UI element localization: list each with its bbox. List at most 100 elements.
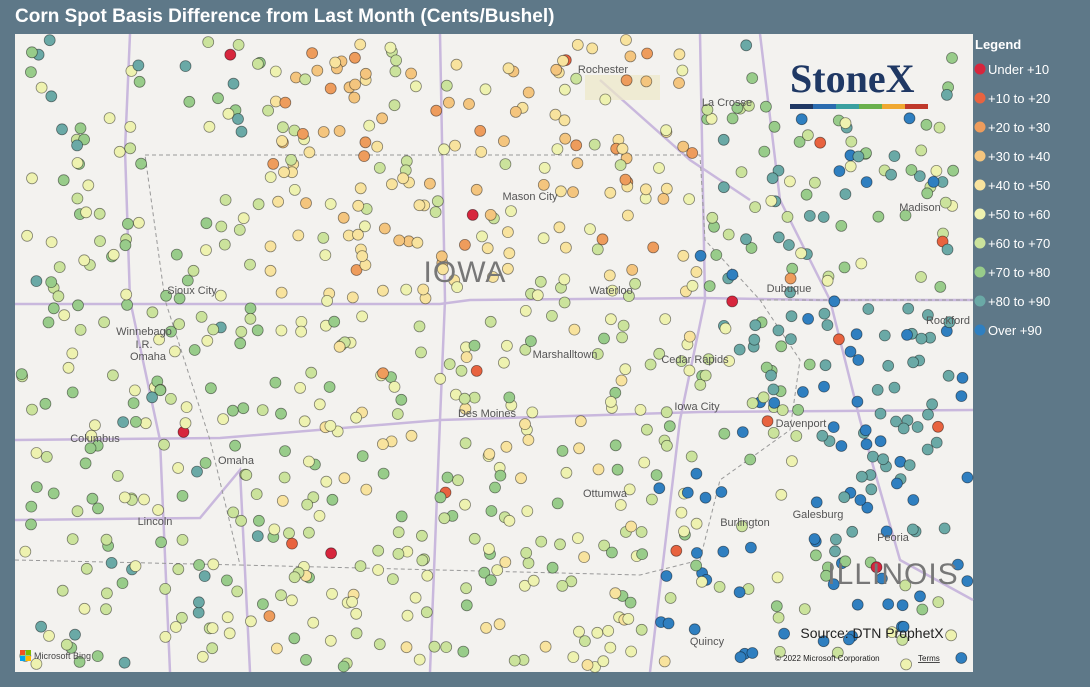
map-dot [701, 103, 714, 116]
map-dot [176, 534, 189, 546]
map-dot [810, 496, 823, 509]
map-dot [499, 556, 512, 568]
map-dot [301, 498, 314, 511]
map-dot [574, 415, 587, 428]
map-dot [486, 271, 499, 283]
map-dot [235, 514, 248, 527]
map-dot [559, 132, 572, 145]
map-dot [263, 610, 276, 622]
map-dot [350, 264, 363, 276]
map-dot [874, 435, 887, 448]
map-dot [503, 514, 516, 527]
map-dot [851, 598, 864, 611]
map-dot [571, 39, 584, 51]
city-label: Rockford [926, 315, 970, 327]
map-dot [43, 630, 55, 642]
map-dot [862, 303, 875, 315]
terms-link[interactable]: Terms [918, 654, 940, 663]
map-dot [653, 482, 666, 495]
map-dot [279, 445, 291, 458]
map-dot [776, 404, 789, 417]
map-dot [43, 34, 56, 47]
map-dot [778, 627, 790, 640]
map-dot [591, 243, 604, 256]
map-dot [423, 177, 436, 190]
map-dot [521, 505, 534, 518]
map-dot [686, 147, 699, 159]
map-dot [619, 363, 632, 376]
map-dot [252, 514, 265, 527]
map-dot [300, 197, 312, 210]
map-dot [605, 395, 617, 408]
map-dot [133, 75, 146, 88]
map-dot [288, 571, 301, 584]
map-dot [35, 81, 48, 94]
map-dot [558, 296, 571, 309]
map-dot [204, 382, 217, 395]
map-dot [525, 335, 537, 348]
map-dot [207, 323, 220, 336]
map-dot [159, 631, 172, 643]
map-dot [568, 323, 581, 336]
bing-logo [20, 650, 31, 661]
map-dot [42, 316, 55, 329]
map-dot [480, 622, 493, 634]
map-dot [663, 420, 676, 433]
map-dot [285, 153, 298, 166]
map-dot [100, 603, 112, 616]
map-dot [845, 135, 858, 148]
map-dot [146, 306, 159, 319]
map-dot [300, 654, 312, 666]
map-dot [30, 275, 43, 288]
map-dot [119, 239, 132, 252]
legend-label: +60 to +70 [988, 236, 1050, 251]
map-dot [71, 192, 84, 205]
city-label: Madison [899, 202, 941, 214]
map-dot [604, 186, 617, 199]
map-dot [405, 429, 418, 442]
map-dot [736, 426, 749, 439]
map-dot [635, 526, 648, 538]
map-dot [47, 302, 60, 315]
map-dot [573, 625, 585, 638]
map-dot [244, 312, 257, 325]
map-dot [224, 48, 237, 61]
map-dot [192, 606, 205, 619]
map-dot [393, 234, 406, 247]
map-dot [660, 124, 672, 137]
map-dot [838, 261, 851, 274]
map-dot [578, 551, 590, 563]
map-dot [360, 483, 373, 496]
legend-swatch [974, 63, 986, 75]
map-dot [722, 228, 735, 241]
map-dot [913, 170, 926, 183]
map-dot [371, 140, 384, 153]
map-dot [772, 324, 785, 337]
map-dot [452, 474, 464, 487]
map-dot [313, 398, 326, 411]
map-dot [84, 442, 97, 455]
legend-label: +20 to +30 [988, 120, 1050, 135]
map-dot [107, 248, 120, 261]
map-dot [373, 638, 386, 651]
map-dot [622, 209, 634, 222]
map-dot [288, 632, 301, 645]
map-dot [372, 544, 385, 557]
map-dot [690, 559, 702, 572]
map-dot [749, 201, 761, 214]
map-dot [25, 46, 38, 59]
map-dot [792, 403, 804, 416]
map-dot [129, 560, 142, 572]
map-dot [784, 272, 797, 285]
map-dot [113, 145, 126, 158]
map-dot [915, 332, 928, 345]
city-label: Peoria [877, 532, 910, 544]
map-dot [237, 212, 250, 225]
map-dot [920, 118, 933, 131]
map-dot [377, 467, 390, 480]
map-dot [475, 145, 488, 158]
map-dot [139, 417, 152, 430]
city-label: Marshalltown [533, 349, 598, 361]
map-dot [942, 369, 955, 382]
map-dot [132, 216, 145, 229]
